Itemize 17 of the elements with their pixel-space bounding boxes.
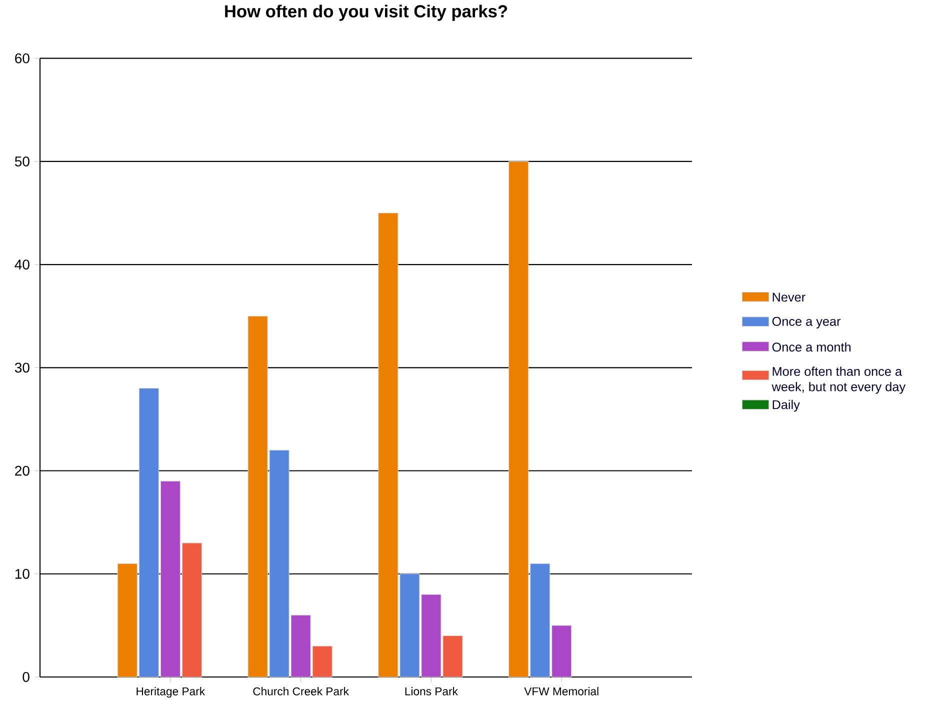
x-tick-label: Heritage Park xyxy=(136,687,206,698)
y-tick-label: 20 xyxy=(15,466,30,476)
x-tick-label: Lions Park xyxy=(405,687,458,696)
legend-label: Daily xyxy=(772,400,800,412)
legend-label: Never xyxy=(772,292,806,302)
y-tick-label: 10 xyxy=(15,568,30,579)
x-tick-label: VFW Memorial xyxy=(524,687,598,696)
y-tick-label: 50 xyxy=(14,156,30,166)
y-tick-label: 40 xyxy=(14,260,30,270)
y-tick-label: 60 xyxy=(15,53,30,64)
y-tick-label: 30 xyxy=(14,362,30,373)
legend-label: More often than once a week, but not every day xyxy=(772,366,906,394)
x-tick-label: Church Creek Park xyxy=(253,687,349,696)
legend-label: Once a month xyxy=(772,342,851,352)
chart-title: How often do you visit City parks? xyxy=(225,4,508,21)
legend-label: Once a year xyxy=(772,316,841,328)
y-tick-label: 0 xyxy=(22,672,30,682)
